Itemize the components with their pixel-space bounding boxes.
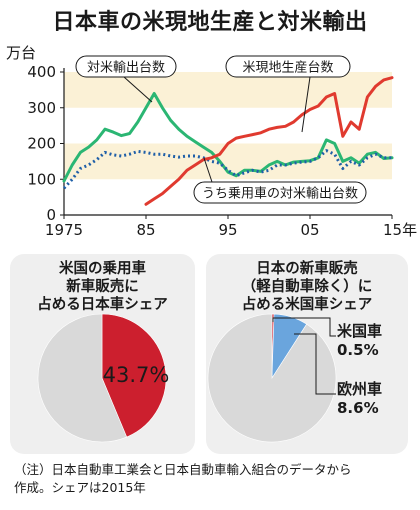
y-tick-label: 200 — [27, 135, 56, 153]
x-tick-label: 95 — [218, 221, 237, 239]
eu-car-name: 欧州車 — [337, 380, 383, 398]
production-label: 米現地生産台数 — [225, 55, 351, 133]
pie-card-us-share: 日本の新車販売 （軽自動車除く）に 占める米国車シェア 米国車 0.5% 欧州車… — [206, 254, 408, 454]
y-tick-label: 0 — [46, 206, 56, 224]
callout-line — [301, 76, 311, 133]
y-tick-label: 100 — [27, 170, 56, 188]
callout-line — [203, 157, 213, 183]
pie-chart-us-share — [207, 313, 337, 443]
series-line — [62, 92, 394, 183]
footnote-line: （注）日本自動車工業会と日本自動車輸入組合のデータから — [14, 462, 352, 477]
eu-car-value: 8.6% — [337, 399, 379, 417]
callout-box — [225, 55, 351, 78]
pie-slice — [37, 313, 128, 443]
y-tick-label: 300 — [27, 99, 56, 117]
y-tick-label: 400 — [27, 63, 56, 81]
pie-left-title-line: 米国の乗用車 — [59, 261, 146, 277]
x-tick-label: 15年 — [383, 221, 417, 239]
us-leader-line — [272, 317, 336, 337]
pie-left-title: 米国の乗用車 新車販売に 占める日本車シェア — [10, 260, 195, 314]
callout-text: 対米輸出台数 — [87, 61, 165, 76]
pie-right-title-line: 占める米国車シェア — [241, 297, 373, 313]
callout-box — [75, 55, 177, 78]
pie-right-title-line: （軽自動車除く）に — [241, 279, 373, 295]
x-tick-label: 1975 — [45, 221, 83, 239]
callout-line — [123, 76, 153, 103]
footnote-line: 作成。シェアは2015年 — [14, 480, 146, 495]
pie-left-title-line: 新車販売に — [66, 279, 139, 295]
eu-leader-line — [294, 333, 336, 395]
x-tick-label: 05 — [300, 221, 319, 239]
callout-text: 米現地生産台数 — [242, 60, 333, 76]
pie-left-title-line: 占める日本車シェア — [37, 297, 168, 313]
figure-title: 日本車の米現地生産と対米輸出 — [52, 10, 368, 35]
callout-text: うち乗用車の対米輸出台数 — [202, 187, 358, 202]
series-line — [144, 76, 394, 206]
x-tick-label: 85 — [136, 221, 155, 239]
pie-card-japan-share: 米国の乗用車 新車販売に 占める日本車シェア 43.7% — [10, 254, 195, 454]
pie-chart-japan-share: 43.7% — [37, 313, 170, 443]
eu-car-label: 欧州車 8.6% — [337, 380, 382, 418]
callout-box — [193, 181, 367, 204]
pie-slice — [101, 313, 167, 438]
us-car-value: 0.5% — [337, 341, 379, 359]
passenger-label: うち乗用車の対米輸出台数 — [193, 157, 367, 204]
pie-right-title: 日本の新車販売 （軽自動車除く）に 占める米国車シェア — [206, 260, 408, 314]
exports-label: 対米輸出台数 — [75, 55, 177, 103]
footnote: （注）日本自動車工業会と日本自動車輸入組合のデータから 作成。シェアは2015年 — [14, 461, 410, 497]
us-car-label: 米国車 0.5% — [337, 322, 382, 360]
us-car-name: 米国車 — [337, 322, 383, 340]
pie-value-label: 43.7% — [103, 363, 170, 387]
pie-right-title-line: 日本の新車販売 — [256, 261, 358, 277]
y-unit-label: 万台 — [6, 44, 36, 62]
pie-slice — [207, 313, 337, 443]
